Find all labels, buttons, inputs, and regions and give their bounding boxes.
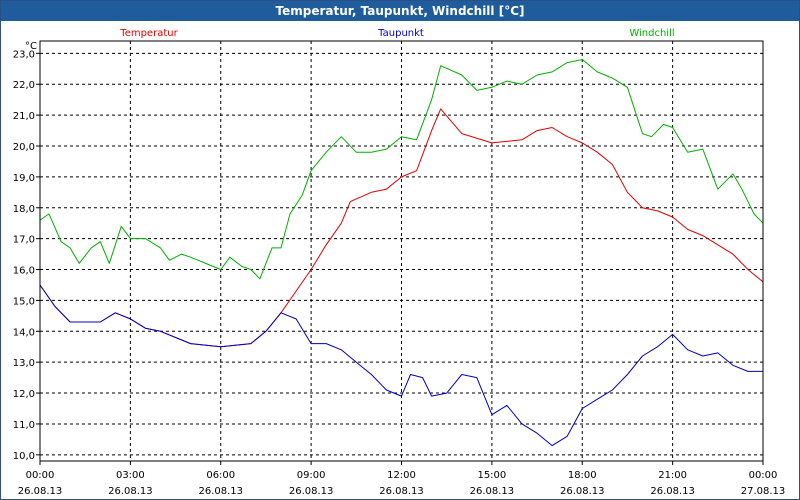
legend-label-windchill: Windchill [629,28,674,39]
y-tick-label: 11,0 [13,420,35,431]
series-line-windchill [39,59,764,280]
x-tick-time-label: 09:00 [297,470,326,481]
y-tick-label: 20,0 [13,142,35,153]
y-tick-label: 17,0 [13,235,35,246]
y-tick-label: 14,0 [13,327,35,338]
x-tick-date-label: 27.08.13 [741,486,786,497]
y-tick-label: 22,0 [13,80,35,91]
legend: Temperatur Taupunkt Windchill [119,28,674,39]
x-tick-time-label: 18:00 [568,470,597,481]
y-axis-unit-label: °C [25,41,37,52]
y-tick-label: 13,0 [13,358,35,369]
chart: 10,0 11,0 12,0 13,0 14,0 15,0 16,0 17,0 18,0 19,0… [13,28,786,497]
x-tick-date-label: 26.08.13 [18,486,63,497]
y-tick-label: 10,0 [13,451,35,462]
x-tick-time-label: 06:00 [206,470,235,481]
legend-label-temperatur: Temperatur [119,28,178,39]
x-tick-date-label: 26.08.13 [560,486,605,497]
series-layer [39,59,764,447]
x-tick-time-label: 00:00 [26,470,55,481]
x-tick-date-label: 26.08.13 [379,486,424,497]
x-tick-date-label: 26.08.13 [198,486,243,497]
window-title: Temperatur, Taupunkt, Windchill [°C] [1,1,799,21]
x-axis: 00:00 26.08.13 03:00 26.08.13 06:00 26.08.13 0… [18,461,786,497]
x-tick-date-label: 26.08.13 [289,486,334,497]
y-tick-label: 18,0 [13,204,35,215]
y-axis: 10,0 11,0 12,0 13,0 14,0 15,0 16,0 17,0 18,0 19,0… [13,49,40,462]
y-tick-label: 15,0 [13,296,35,307]
y-tick-label: 19,0 [13,173,35,184]
x-tick-time-label: 21:00 [658,470,687,481]
x-tick-time-label: 00:00 [749,470,778,481]
y-tick-label: 21,0 [13,111,35,122]
x-tick-time-label: 15:00 [477,470,506,481]
x-tick-date-label: 26.08.13 [470,486,515,497]
legend-label-taupunkt: Taupunkt [377,28,424,39]
x-tick-time-label: 12:00 [387,470,416,481]
x-tick-time-label: 03:00 [116,470,145,481]
y-tick-label: 16,0 [13,266,35,277]
x-tick-date-label: 26.08.13 [108,486,153,497]
y-tick-label: 23,0 [13,49,35,60]
y-tick-label: 12,0 [13,389,35,400]
x-tick-date-label: 26.08.13 [650,486,695,497]
series-line-taupunkt [39,284,763,447]
